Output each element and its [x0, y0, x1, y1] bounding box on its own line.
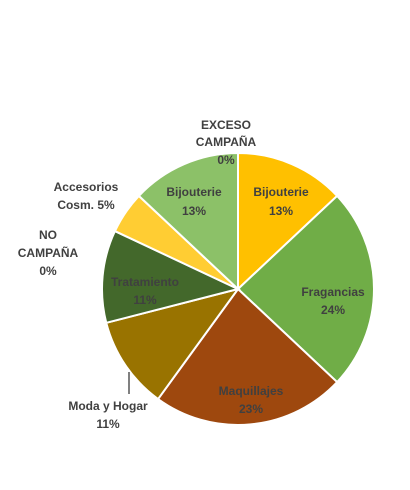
pie-slice-moda-y-hogar-3 [105, 287, 241, 401]
label-maquillajes: Maquillajes [219, 384, 284, 398]
label-exceso-campana-line2: CAMPAÑA [196, 134, 257, 149]
label-no-campana-line2: CAMPAÑA [18, 245, 79, 260]
label-exceso-campana-line1: EXCESO [201, 118, 251, 132]
label-fragancias-pct: 24% [321, 303, 345, 317]
pie-slice-tratamiento-4 [101, 229, 241, 325]
label-moda-hogar: Moda y Hogar [68, 399, 148, 413]
label-tratamiento: Tratamiento [111, 275, 179, 289]
pie-slice-maquillajes-2 [156, 287, 339, 426]
label-tratamiento-pct: 11% [133, 293, 157, 307]
label-no-campana-pct: 0% [39, 264, 57, 278]
label-bijouterie-left: Bijouterie [166, 185, 222, 199]
label-accesorios-line2: Cosm. 5% [57, 198, 115, 212]
pie-slice-bijouterie-7 [137, 151, 239, 292]
label-exceso-campana-pct: 0% [217, 153, 235, 167]
label-fragancias: Fragancias [301, 285, 365, 299]
label-accesorios-line1: Accesorios [54, 180, 119, 194]
pie-slice-fragancias-1 [236, 194, 376, 384]
label-maquillajes-pct: 23% [239, 402, 263, 416]
label-bijouterie-left-pct: 13% [182, 204, 206, 218]
pie-slices [101, 151, 376, 426]
label-moda-hogar-pct: 11% [96, 417, 120, 431]
pie-slice-bijouterie-0 [237, 151, 339, 292]
label-bijouterie-right: Bijouterie [253, 185, 309, 199]
label-bijouterie-right-pct: 13% [269, 204, 293, 218]
label-no-campana-line1: NO [39, 228, 57, 242]
